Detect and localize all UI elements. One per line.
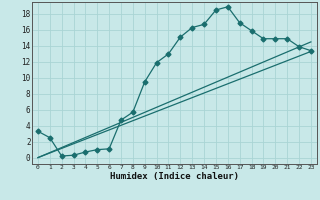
X-axis label: Humidex (Indice chaleur): Humidex (Indice chaleur) xyxy=(110,172,239,181)
